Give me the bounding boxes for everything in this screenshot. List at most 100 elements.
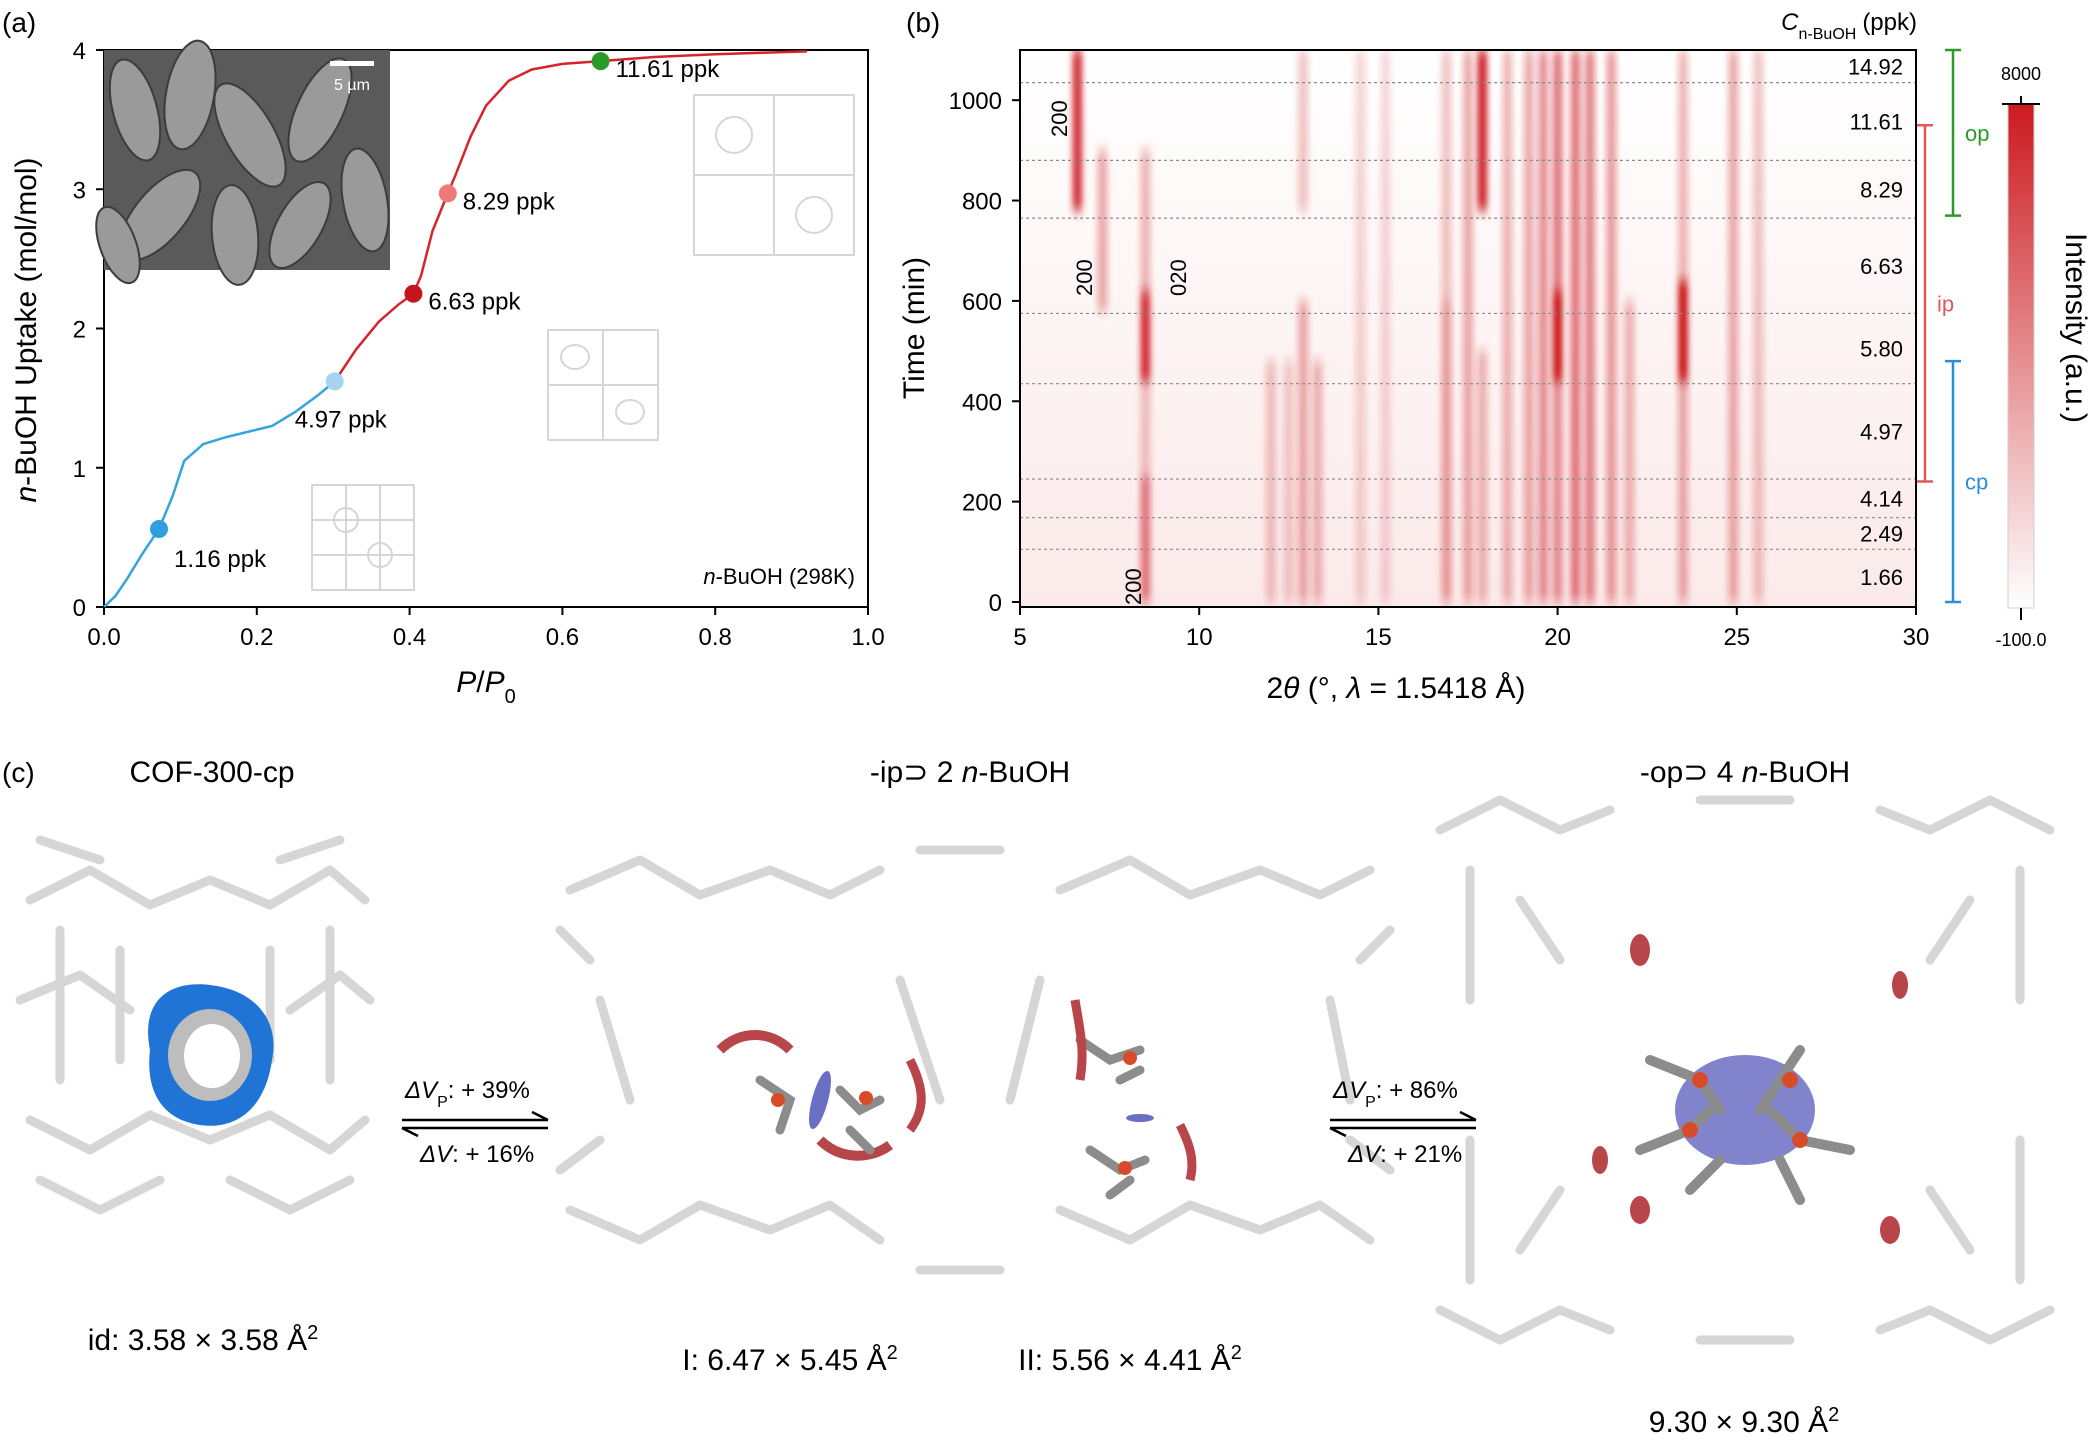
- diffraction-peak-20-1: [1678, 381, 1689, 602]
- colorbar-min: -100.0: [1995, 630, 2046, 650]
- x-tick-label-2: 0.4: [393, 624, 426, 651]
- arrow2-top-label: ΔVP: + 86%: [1332, 1077, 1458, 1111]
- diffraction-peak-18-0: [1606, 50, 1617, 602]
- panel-a-label: (a): [2, 7, 36, 38]
- diffraction-peak-15-1: [1552, 381, 1563, 602]
- op-framework: [1435, 795, 2055, 1345]
- isotherm-point-label-0: 1.16 ppk: [174, 546, 267, 573]
- y-tick-label-2: 400: [962, 389, 1002, 416]
- isotherm-series-line-0: [103, 380, 336, 608]
- sem-inset: 5 µm: [95, 39, 390, 286]
- y-tick-label-2: 2: [73, 317, 86, 344]
- scale-bar-label: 5 µm: [334, 77, 370, 94]
- isotherm-point-label-2: 6.63 ppk: [428, 289, 521, 316]
- diffraction-peak-15-0: [1552, 290, 1563, 382]
- diffraction-peak-20-0: [1678, 280, 1689, 382]
- y-tick-label-3: 3: [73, 177, 86, 204]
- x-tick-label-4: 25: [1723, 624, 1750, 651]
- heatmap-frame: [1019, 49, 1917, 608]
- op-title: -op⊃ 4 n-BuOH: [1640, 756, 1850, 789]
- diffraction-peak-2-1: [1140, 310, 1151, 477]
- y-axis-title: Time (min): [898, 257, 931, 399]
- ip-pore-size-I: I: 6.47 × 5.45 Å2: [682, 1342, 897, 1377]
- y-tick-label-0: 0: [989, 590, 1002, 617]
- transition-arrow-ip-op: ΔVP: + 86% ΔV: + 21%: [1329, 1077, 1477, 1168]
- diffraction-peak-11-0: [1477, 50, 1488, 211]
- panel-b-label: (b): [906, 7, 940, 38]
- concentration-label-0: 14.92: [1848, 54, 1903, 79]
- phase-label-cp: cp: [1965, 470, 1988, 495]
- ip-guest-II: [1070, 999, 1197, 1200]
- diffraction-peak-17-0: [1584, 50, 1595, 602]
- cp-pore: [148, 984, 274, 1126]
- phase-bracket-cp: [1945, 359, 1961, 604]
- x-axis-title: P/P0: [456, 666, 516, 708]
- diffraction-peak-19-0: [1624, 300, 1635, 602]
- phase-label-ip: ip: [1937, 291, 1954, 316]
- diffraction-peak-2-0: [1140, 476, 1151, 602]
- x-tick-label-1: 0.2: [240, 624, 273, 651]
- diffraction-peak-3-0: [1265, 361, 1276, 602]
- isotherm-point-4: [591, 52, 610, 71]
- phase-bracket-op: [1945, 48, 1961, 217]
- legend-label: n-BuOH (298K): [703, 564, 855, 589]
- isotherm-point-3: [438, 184, 457, 203]
- x-axis-title: 2θ (°, λ = 1.5418 Å): [1266, 672, 1525, 705]
- diffraction-peak-2-2: [1140, 290, 1151, 382]
- panel-c-label: (c): [2, 757, 35, 788]
- x-tick-label-5: 30: [1903, 624, 1930, 651]
- heatmap: [1020, 50, 1916, 607]
- phase-label-op: op: [1965, 121, 1989, 146]
- diffraction-peak-9-1: [1441, 50, 1452, 301]
- diffraction-peak-20-2: [1678, 50, 1689, 281]
- peak-labels: 200 200 020 200: [1047, 100, 1191, 605]
- diffraction-peak-12-0: [1502, 50, 1513, 602]
- op-pore-size: 9.30 × 9.30 Å2: [1649, 1404, 1839, 1439]
- op-guests: [1592, 934, 1908, 1244]
- colorbar-title: Intensity (a.u.): [2059, 233, 2092, 423]
- colorbar-gradient: [2007, 103, 2035, 609]
- isotherm-point-0: [150, 520, 169, 539]
- ip-guest-I: [716, 1030, 926, 1161]
- phase-brackets: op ip cp: [1917, 48, 1989, 604]
- isotherm-point-2: [404, 284, 423, 303]
- x-tick-label-3: 0.6: [546, 624, 579, 651]
- diffraction-peak-0-0: [1072, 50, 1083, 211]
- phase-bracket-ip: [1917, 124, 1933, 483]
- y-tick-label-3: 600: [962, 289, 1002, 316]
- diffraction-peak-7-0: [1355, 50, 1366, 602]
- concentration-label-5: 4.97: [1860, 419, 1903, 444]
- x-tick-label-5: 1.0: [851, 624, 884, 651]
- ip-structure-thumbnail: [547, 329, 659, 441]
- diffraction-peak-13-0: [1523, 50, 1534, 602]
- concentration-label-3: 6.63: [1860, 254, 1903, 279]
- diffraction-peak-21-0: [1728, 50, 1739, 602]
- concentration-label-6: 4.14: [1860, 486, 1903, 511]
- x-tick-label-0: 5: [1013, 624, 1026, 651]
- concentration-label-7: 2.49: [1860, 521, 1903, 546]
- cp-framework: [15, 835, 375, 1215]
- cp-title: COF-300-cp: [129, 756, 294, 789]
- diffraction-peak-1-0: [1097, 150, 1108, 311]
- colorbar: 8000 -100.0 Intensity (a.u.): [1995, 64, 2092, 650]
- x-axis-ticks: 0.0 0.2 0.4 0.6 0.8 1.0: [87, 607, 885, 651]
- isotherm-points: 1.16 ppk 4.97 ppk 6.63 ppk 8.29 ppk 11.61 pp…: [150, 52, 720, 573]
- ip-pore-size-II: II: 5.56 × 4.41 Å2: [1018, 1342, 1242, 1377]
- concentration-header: Cn-BuOH (ppk): [1781, 9, 1917, 43]
- x-tick-label-2: 15: [1365, 624, 1392, 651]
- diffraction-peak-9-0: [1441, 300, 1452, 602]
- ip-title: -ip⊃ 2 n-BuOH: [870, 756, 1070, 789]
- arrow1-top-label: ΔVP: + 39%: [404, 1077, 530, 1111]
- concentration-label-8: 1.66: [1860, 565, 1903, 590]
- diffraction-peak-14-0: [1538, 50, 1549, 602]
- cp-structure-thumbnail: [311, 484, 415, 591]
- isotherm-point-label-1: 4.97 ppk: [295, 406, 388, 433]
- diffraction-peak-4-0: [1283, 361, 1294, 602]
- concentration-labels: 14.92 11.61 8.29 6.63 5.80 4.97 4.14 2.49 1.66: [1848, 54, 1903, 590]
- y-tick-label-5: 1000: [949, 88, 1002, 115]
- peak-label-020-ip: 020: [1166, 259, 1191, 296]
- x-tick-label-4: 0.8: [699, 624, 732, 651]
